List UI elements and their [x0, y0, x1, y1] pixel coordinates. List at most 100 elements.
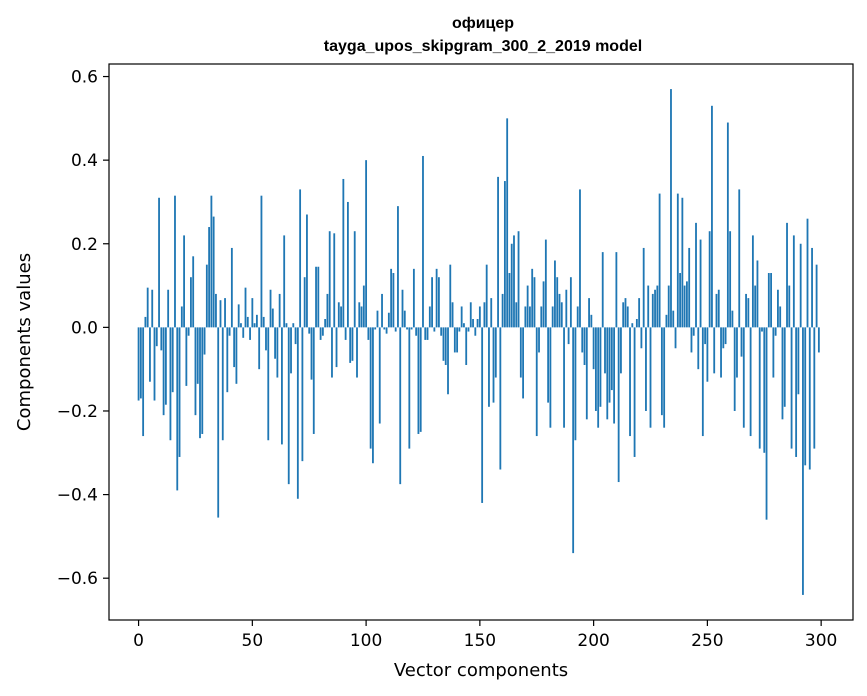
bar-component-68: [292, 323, 295, 328]
bar-component-195: [581, 327, 584, 353]
bar-component-37: [221, 327, 224, 441]
bar-component-34: [215, 293, 217, 328]
bar-component-124: [419, 327, 422, 432]
bar-component-104: [374, 327, 377, 330]
bar-component-249: [704, 327, 707, 345]
bar-component-216: [629, 327, 631, 437]
bar-component-176: [538, 327, 540, 353]
bar-component-197: [585, 327, 588, 420]
bar-component-62: [278, 293, 281, 328]
x-tick-label: 200: [577, 631, 609, 651]
bar-component-126: [424, 327, 427, 340]
chart-subtitle: tayga_upos_skipgram_300_2_2019 model: [324, 38, 642, 55]
bar-component-164: [510, 243, 513, 328]
x-tick-label: 0: [133, 631, 144, 651]
bar-component-291: [799, 243, 802, 328]
bar-component-113: [394, 327, 397, 332]
bar-component-9: [158, 197, 160, 328]
bar-component-214: [624, 298, 627, 328]
bar-component-215: [626, 306, 629, 328]
bar-component-184: [556, 277, 559, 328]
bar-component-93: [349, 327, 352, 363]
bar-component-85: [331, 327, 333, 378]
bar-component-8: [155, 327, 158, 347]
bar-component-229: [658, 193, 661, 328]
bar-component-225: [649, 327, 652, 428]
bar-component-204: [601, 252, 604, 328]
bar-component-119: [408, 327, 411, 449]
bar-component-285: [786, 222, 788, 328]
bar-component-38: [224, 298, 226, 328]
bar-component-208: [610, 327, 613, 391]
bar-component-276: [765, 327, 768, 520]
x-axis-ticks: 0 50 100 150 200 250 300: [133, 620, 837, 651]
bar-component-80: [319, 327, 322, 340]
bar-component-115: [399, 327, 402, 485]
bar-component-14: [169, 327, 172, 441]
bar-component-51: [253, 323, 256, 328]
bar-component-219: [635, 319, 638, 328]
bar-component-293: [804, 327, 807, 466]
bar-component-54: [260, 195, 263, 328]
x-axis-label: Vector components: [394, 660, 568, 681]
bar-component-233: [667, 285, 670, 328]
bar-component-70: [296, 327, 299, 499]
bar-component-149: [476, 319, 479, 328]
bar-component-140: [456, 327, 459, 353]
bar-component-57: [267, 327, 270, 441]
bar-component-210: [615, 252, 618, 328]
bar-component-58: [269, 289, 272, 328]
bar-component-152: [483, 302, 486, 328]
bar-component-162: [506, 118, 509, 328]
bar-component-84: [328, 231, 331, 328]
bar-component-31: [208, 227, 211, 328]
bar-component-114: [397, 206, 399, 328]
bar-component-72: [301, 327, 304, 462]
bar-component-275: [763, 327, 766, 453]
y-tick-label: 0.2: [71, 235, 98, 255]
bar-component-97: [358, 302, 361, 328]
bar-component-131: [435, 268, 438, 328]
bar-component-258: [724, 327, 727, 345]
bar-component-161: [503, 181, 506, 328]
bar-component-223: [645, 327, 647, 411]
bar-component-108: [383, 327, 386, 330]
x-tick-label: 250: [691, 631, 723, 651]
y-tick-label: −0.2: [57, 402, 98, 422]
bar-component-265: [740, 327, 743, 357]
bar-component-13: [167, 289, 170, 328]
bar-component-28: [201, 327, 204, 434]
bar-component-154: [488, 327, 490, 407]
bar-component-166: [515, 302, 518, 328]
bar-component-278: [770, 273, 772, 328]
bar-component-135: [444, 327, 447, 365]
bar-component-75: [308, 327, 311, 334]
bar-component-269: [749, 327, 752, 437]
bar-component-200: [592, 327, 595, 370]
bar-component-105: [376, 310, 379, 328]
bar-component-295: [808, 327, 811, 470]
bar-component-248: [701, 327, 704, 437]
bar-component-227: [654, 289, 656, 328]
bar-component-91: [344, 327, 347, 340]
bar-component-21: [185, 327, 188, 386]
bar-component-3: [144, 316, 147, 328]
bar-component-251: [708, 231, 711, 328]
bar-component-259: [726, 122, 729, 328]
bar-component-156: [492, 327, 495, 403]
bar-component-49: [249, 327, 251, 340]
bar-component-289: [795, 327, 798, 457]
bar-component-209: [613, 327, 616, 424]
y-tick-label: 0.0: [71, 318, 98, 338]
bar-component-41: [230, 247, 233, 328]
bar-component-270: [751, 235, 754, 328]
bar-component-267: [745, 293, 747, 328]
bar-component-138: [451, 302, 454, 328]
bar-component-186: [560, 302, 563, 328]
bar-component-260: [729, 231, 732, 328]
bar-component-120: [410, 327, 413, 330]
bar-component-189: [567, 327, 570, 345]
bar-component-196: [583, 327, 586, 365]
chart-title: офицер: [452, 15, 514, 32]
